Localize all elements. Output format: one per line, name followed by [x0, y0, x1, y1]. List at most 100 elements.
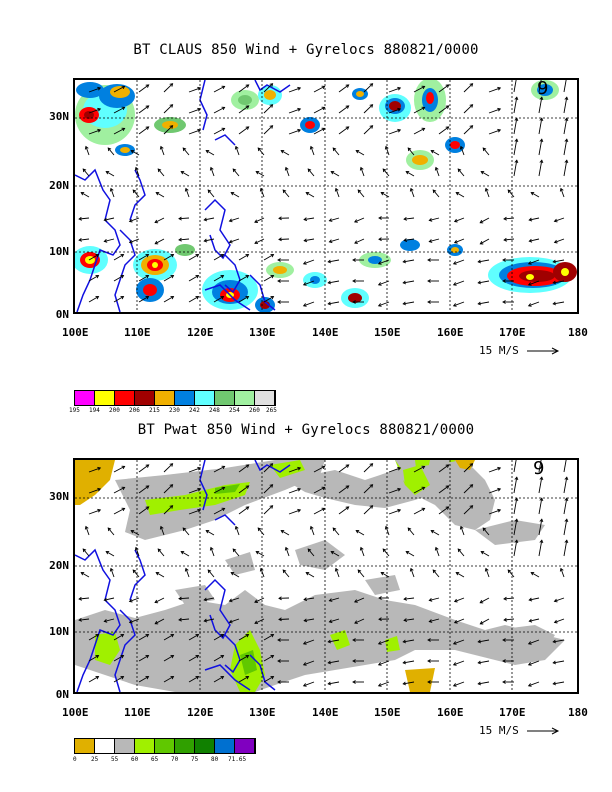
wind-arrowhead-icon — [427, 680, 431, 684]
wind-arrowhead-icon — [402, 301, 407, 306]
colorbar-tick: 55 — [111, 756, 119, 763]
wind-arrowhead-icon — [528, 217, 533, 222]
wind-arrowhead-icon — [328, 239, 333, 244]
wind-arrowhead-icon — [195, 675, 200, 680]
wind-arrow-icon — [213, 296, 224, 303]
wind-arrowhead-icon — [479, 620, 484, 625]
wind-arrow-icon — [378, 301, 390, 307]
colorbar-swatch — [195, 391, 215, 405]
wind-arrowhead-icon — [503, 617, 507, 622]
wind-arrowhead-icon — [209, 546, 214, 551]
wind-arrow-icon — [304, 618, 315, 622]
wind-arrowhead-icon — [297, 128, 302, 133]
wind-arrow-icon — [138, 84, 149, 93]
wind-arrowhead-icon — [497, 508, 502, 513]
wind-arrow-icon — [163, 463, 173, 473]
wind-arrowhead-icon — [277, 258, 281, 262]
wind-arrow-icon — [329, 597, 340, 602]
wind-arrow-icon — [378, 280, 390, 286]
panel1-storm-label: 9 — [537, 80, 548, 99]
wind-arrowhead-icon — [282, 569, 287, 574]
wind-arrowhead-icon — [197, 466, 202, 471]
wind-arrowhead-icon — [377, 303, 382, 307]
wind-arrowhead-icon — [103, 618, 108, 623]
wind-arrow-icon — [513, 498, 518, 515]
wind-arrow-icon — [307, 548, 315, 557]
wind-arrow-icon — [538, 160, 543, 177]
wind-arrowhead-icon — [397, 466, 402, 471]
wind-arrow-icon — [238, 296, 249, 303]
wind-arrow-icon — [313, 107, 325, 114]
colorbar-tick: 260 — [249, 407, 260, 414]
wind-arrowhead-icon — [203, 618, 208, 623]
wind-arrowhead-icon — [128, 218, 133, 223]
wind-arrowhead-icon — [78, 238, 82, 242]
wind-arrowhead-icon — [220, 654, 225, 659]
wind-arrow-icon — [263, 634, 274, 641]
wind-arrow-icon — [138, 485, 149, 494]
wind-arrowhead-icon — [421, 507, 426, 512]
wind-arrowhead-icon — [427, 300, 431, 304]
wind-arrowhead-icon — [455, 571, 460, 576]
wind-arrow-icon — [560, 568, 565, 578]
wind-arrowhead-icon — [407, 527, 412, 532]
wind-arrowhead-icon — [197, 487, 202, 492]
wind-arrowhead-icon — [452, 683, 457, 687]
wind-arrowhead-icon — [269, 125, 274, 129]
wind-arrow-icon — [538, 118, 543, 135]
wind-arrow-icon — [478, 301, 490, 305]
wind-arrow-icon — [288, 509, 301, 515]
wind-arrow-icon — [182, 527, 190, 536]
wind-arrow-icon — [403, 259, 415, 263]
wind-arrowhead-icon — [539, 96, 544, 101]
panel2-xlabel-150e: 150E — [374, 706, 401, 719]
wind-arrow-icon — [438, 126, 449, 135]
wind-arrowhead-icon — [421, 127, 426, 132]
wind-arrow-icon — [404, 217, 415, 220]
wind-arrowhead-icon — [480, 550, 485, 555]
wind-arrow-icon — [85, 526, 90, 536]
panel1-reference-vector: 15 M/S — [479, 344, 561, 357]
wind-arrow-icon — [528, 280, 540, 286]
wind-arrow-icon — [453, 681, 465, 687]
wind-arrowhead-icon — [377, 662, 382, 666]
wind-arrow-icon — [230, 192, 240, 198]
wind-arrowhead-icon — [130, 529, 135, 534]
wind-arrow-icon — [438, 105, 449, 114]
wind-arrowhead-icon — [469, 104, 474, 108]
wind-arrowhead-icon — [245, 84, 250, 88]
wind-arrow-icon — [129, 217, 140, 222]
wind-arrowhead-icon — [120, 253, 125, 258]
wind-arrowhead-icon — [220, 675, 225, 680]
colorbar-tick: 242 — [189, 407, 200, 414]
wind-arrow-icon — [138, 254, 149, 261]
wind-arrowhead-icon — [353, 219, 358, 223]
wind-arrow-icon — [163, 254, 174, 261]
wind-arrow-icon — [530, 572, 540, 578]
wind-arrow-icon — [313, 487, 325, 494]
wind-arrow-icon — [407, 527, 415, 536]
wind-arrowhead-icon — [309, 525, 314, 530]
wind-arrow-icon — [157, 168, 165, 177]
wind-arrow-icon — [485, 188, 490, 198]
wind-arrow-icon — [282, 189, 290, 198]
wind-arrowhead-icon — [277, 680, 281, 684]
wind-arrow-icon — [188, 296, 199, 303]
wind-arrow-icon — [410, 188, 415, 198]
wind-arrowhead-icon — [130, 149, 135, 154]
wind-arrowhead-icon — [78, 216, 82, 221]
wind-arrow-icon — [480, 238, 490, 245]
wind-arrow-icon — [563, 498, 568, 515]
wind-arrowhead-icon — [477, 681, 482, 686]
wind-arrowhead-icon — [269, 104, 274, 108]
wind-arrowhead-icon — [128, 598, 133, 603]
wind-arrow-icon — [513, 97, 518, 114]
wind-arrowhead-icon — [182, 147, 187, 152]
wind-arrowhead-icon — [384, 145, 389, 150]
wind-arrow-icon — [288, 488, 301, 494]
wind-arrowhead-icon — [245, 675, 250, 680]
wind-arrow-icon — [154, 217, 165, 223]
wind-arrow-icon — [553, 639, 565, 643]
wind-arrowhead-icon — [453, 620, 458, 624]
wind-arrow-icon — [463, 484, 473, 494]
